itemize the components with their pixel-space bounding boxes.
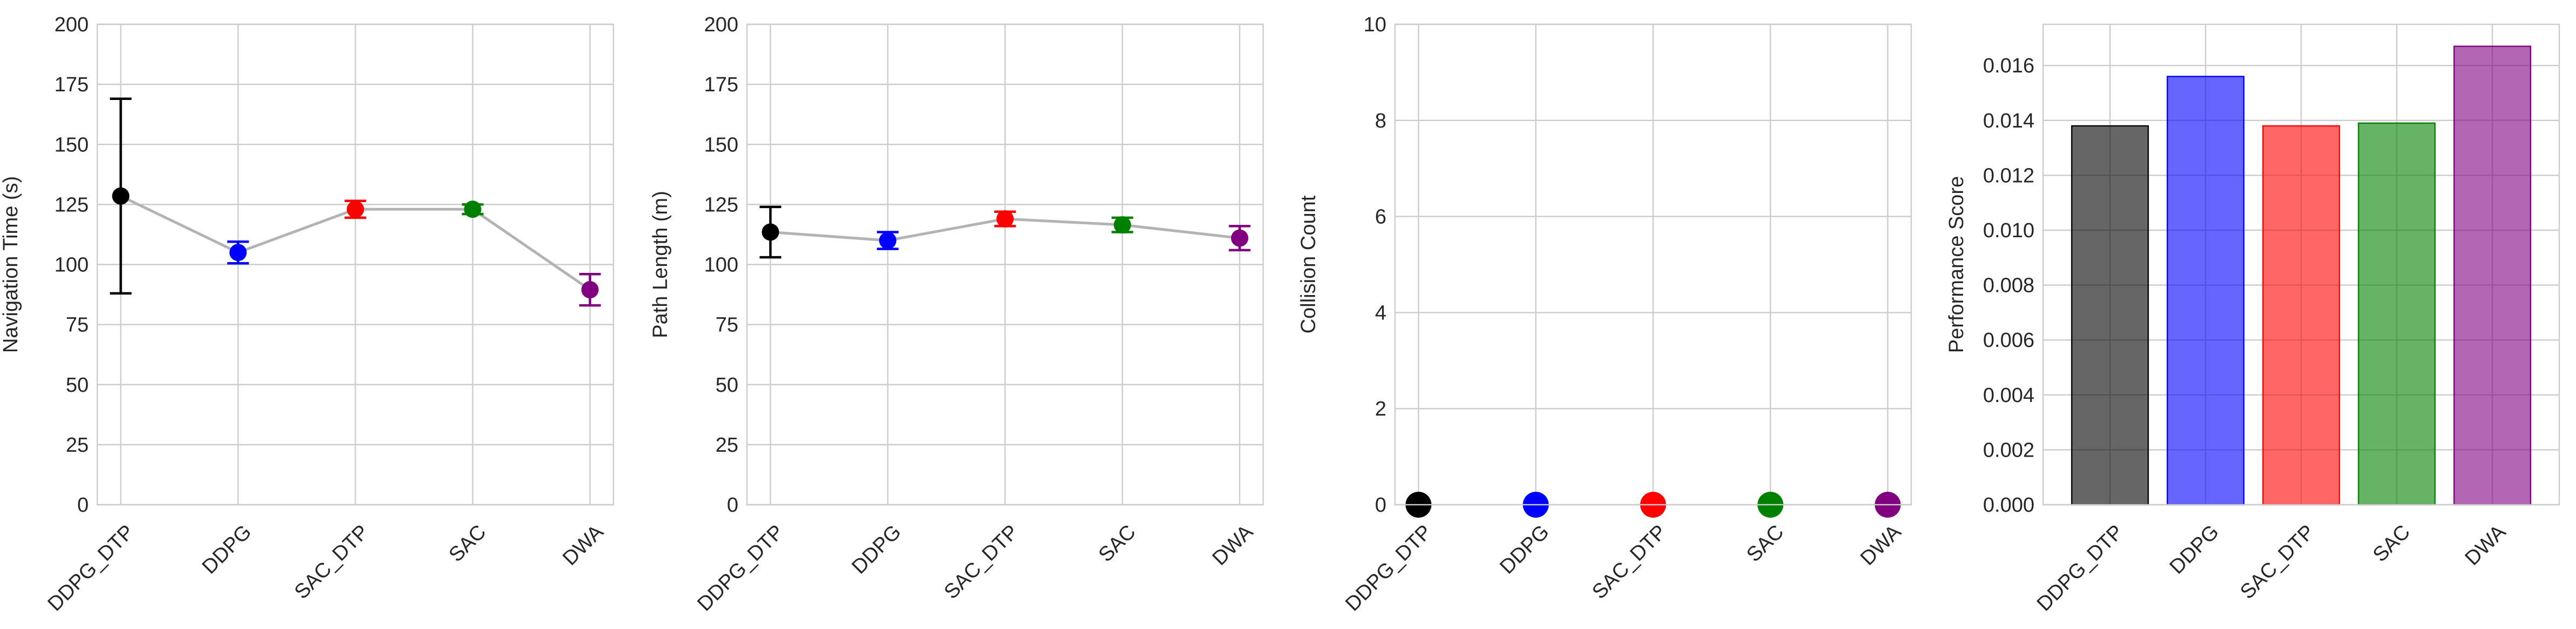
axes-frame	[1394, 23, 1912, 506]
bar-dwa	[2453, 45, 2532, 506]
x-tick-label: SAC	[2368, 520, 2414, 566]
y-tick-label: 100	[55, 254, 89, 277]
y-tick-label: 150	[704, 133, 738, 156]
x-tick-label: DDPG	[2165, 520, 2223, 578]
bar-ddpg	[2166, 76, 2245, 506]
chart-2: 0 25 50 75 100 125 150 175 200 DDPG_DTP DDPG SAC_DT…	[649, 14, 1264, 615]
y-tick-label: 125	[704, 193, 738, 216]
y-tick-label: 75	[716, 314, 738, 337]
y-tick-label: 200	[55, 14, 89, 36]
y-tick-label: 50	[66, 374, 89, 397]
y-tick-label: 10	[1364, 14, 1386, 36]
y-axis-label: Path Length (m)	[649, 191, 672, 338]
y-tick-label: 150	[55, 133, 89, 156]
y-tick-label: 75	[66, 314, 89, 337]
x-tick-label: DWA	[558, 520, 608, 570]
bar-sac	[2358, 122, 2436, 506]
y-tick-label: 0.000	[1983, 494, 2034, 517]
x-tick-label: SAC_DTP	[2236, 520, 2319, 604]
x-tick-label: SAC	[445, 520, 491, 566]
y-tick-label: 0.016	[1983, 55, 2034, 77]
axes-frame	[2042, 23, 2560, 506]
point-sac	[464, 200, 482, 218]
y-tick-label: 25	[66, 434, 89, 457]
x-tick-label: DWA	[1208, 520, 1258, 570]
point-sac_dtp	[346, 200, 364, 218]
axes-frame	[96, 23, 615, 506]
y-tick-label: 175	[704, 73, 738, 96]
y-tick-label: 200	[704, 14, 738, 36]
x-tick-label: SAC	[1743, 520, 1788, 566]
chart-4: 0.000 0.002 0.004 0.006 0.008 0.010 0.012 0.014…	[1945, 23, 2560, 615]
point-ddpg	[879, 232, 897, 250]
y-axis-label: Performance Score	[1945, 176, 1968, 353]
point-dwa	[581, 281, 599, 299]
y-tick-label: 6	[1375, 206, 1386, 229]
point-ddpg_dtp	[112, 187, 130, 205]
y-tick-label: 2	[1375, 398, 1386, 420]
y-tick-label: 0.012	[1983, 164, 2034, 187]
y-tick-label: 4	[1375, 302, 1386, 324]
y-tick-label: 0	[727, 494, 738, 517]
y-tick-label: 8	[1375, 110, 1386, 132]
y-tick-label: 125	[55, 193, 89, 216]
y-tick-label: 0.008	[1983, 275, 2034, 297]
bar-ddpg_dtp	[2071, 125, 2149, 506]
y-tick-label: 0.014	[1983, 110, 2034, 132]
x-tick-label: DWA	[1856, 520, 1906, 570]
x-tick-label: DDPG	[847, 520, 905, 578]
y-tick-label: 100	[704, 254, 738, 277]
y-tick-label: 0.006	[1983, 329, 2034, 352]
y-axis-label: Navigation Time (s)	[0, 176, 22, 353]
point-sac_dtp	[996, 210, 1014, 228]
x-tick-label: DDPG	[198, 520, 256, 578]
x-tick-label: DWA	[2461, 520, 2511, 570]
y-axis-label: Collision Count	[1297, 195, 1320, 333]
bar-sac_dtp	[2262, 125, 2340, 506]
point-sac	[1113, 216, 1131, 234]
y-tick-label: 0.002	[1983, 439, 2034, 461]
axes-frame	[746, 23, 1264, 506]
x-tick-label: DDPG_DTP	[1341, 520, 1436, 615]
y-tick-label: 25	[716, 434, 738, 457]
y-tick-label: 50	[716, 374, 738, 397]
x-tick-label: SAC_DTP	[940, 520, 1023, 604]
y-tick-label: 175	[55, 73, 89, 96]
x-tick-label: DDPG_DTP	[2033, 520, 2128, 615]
chart-3: 0 2 4 6 8 10 DDPG_DTP DDPG SAC_DTP SAC DWA Collisio…	[1297, 14, 1912, 615]
point-dwa	[1231, 229, 1249, 247]
x-tick-label: DDPG	[1496, 520, 1553, 578]
x-tick-label: SAC_DTP	[290, 520, 373, 604]
y-tick-label: 0	[1375, 494, 1386, 517]
x-tick-label: DDPG_DTP	[693, 520, 788, 615]
y-tick-label: 0.004	[1983, 384, 2034, 407]
point-ddpg_dtp	[762, 223, 779, 241]
point-ddpg	[229, 244, 247, 262]
y-tick-label: 0	[77, 494, 89, 517]
x-tick-label: SAC_DTP	[1588, 520, 1671, 604]
chart-1: 0 25 50 75 100 125 150 175 200 DDPG_DTP DDPG SAC_DT…	[0, 14, 615, 615]
y-tick-label: 0.010	[1983, 219, 2034, 242]
x-tick-label: DDPG_DTP	[43, 520, 138, 615]
x-tick-label: SAC	[1095, 520, 1140, 566]
